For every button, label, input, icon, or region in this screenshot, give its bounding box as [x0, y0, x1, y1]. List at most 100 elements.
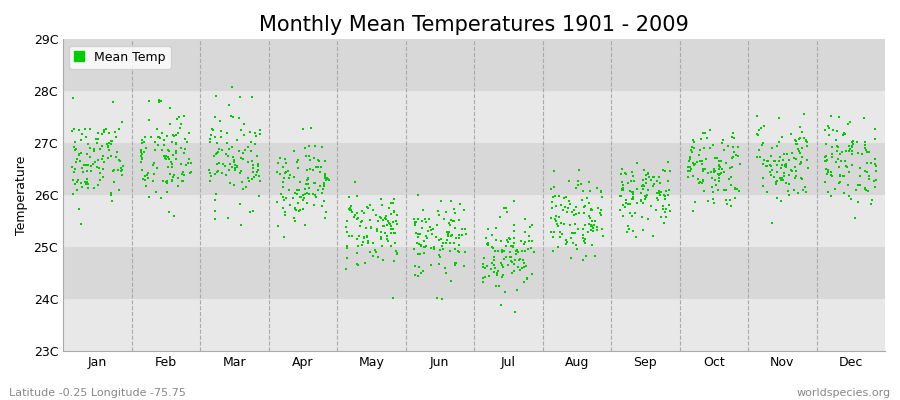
Point [228, 159, 242, 166]
Point [220, 172, 234, 178]
Point [566, 230, 580, 236]
Point [135, 156, 149, 162]
Point [320, 175, 334, 182]
Point [225, 84, 239, 90]
Point [220, 140, 234, 146]
Point [757, 157, 771, 163]
Point [822, 132, 836, 138]
Point [683, 168, 698, 174]
Point [175, 171, 189, 177]
Point [436, 240, 451, 247]
Point [789, 167, 804, 174]
Point [309, 143, 323, 149]
Point [444, 278, 458, 285]
Point [634, 190, 648, 196]
Point [839, 148, 853, 154]
Point [356, 234, 371, 240]
Point [830, 128, 844, 134]
Point [410, 191, 425, 198]
Point [507, 268, 521, 275]
Point [616, 212, 631, 219]
Point [724, 134, 739, 140]
Point [475, 278, 490, 285]
Point [626, 194, 640, 200]
Point [760, 189, 774, 195]
Point [157, 137, 171, 144]
Point [486, 269, 500, 276]
Title: Monthly Mean Temperatures 1901 - 2009: Monthly Mean Temperatures 1901 - 2009 [259, 15, 689, 35]
Point [584, 206, 598, 213]
Point [635, 182, 650, 189]
Point [227, 182, 241, 188]
Point [424, 245, 438, 252]
Point [253, 130, 267, 137]
Text: Latitude -0.25 Longitude -75.75: Latitude -0.25 Longitude -75.75 [9, 388, 186, 398]
Point [476, 255, 491, 261]
Point [446, 206, 461, 212]
Point [575, 196, 590, 203]
Point [507, 234, 521, 241]
Point [503, 258, 517, 264]
Point [498, 289, 512, 295]
Point [374, 234, 388, 240]
Point [723, 165, 737, 172]
Point [361, 238, 375, 244]
Point [787, 186, 801, 193]
Point [432, 212, 446, 218]
Point [409, 229, 423, 236]
Point [622, 225, 636, 232]
Point [113, 158, 128, 164]
Point [518, 239, 532, 245]
Point [97, 159, 112, 166]
Point [202, 166, 216, 173]
Point [78, 179, 93, 185]
Point [387, 258, 401, 264]
Point [615, 187, 629, 194]
Point [220, 130, 234, 136]
Point [174, 144, 188, 151]
Point [110, 148, 124, 155]
Point [439, 240, 454, 246]
Point [752, 126, 767, 133]
Point [571, 246, 585, 252]
Point [711, 187, 725, 194]
Point [792, 136, 806, 142]
Point [576, 232, 590, 238]
Point [382, 221, 397, 228]
Point [575, 225, 590, 232]
Point [662, 202, 676, 208]
Point [381, 238, 395, 244]
Point [697, 166, 711, 172]
Point [440, 237, 454, 244]
Point [687, 162, 701, 168]
Point [521, 246, 535, 252]
Point [138, 134, 152, 140]
Point [141, 116, 156, 123]
Point [495, 264, 509, 270]
Point [788, 164, 802, 171]
Point [713, 170, 727, 177]
Point [283, 202, 297, 208]
Point [417, 238, 431, 244]
Point [140, 183, 154, 189]
Point [232, 115, 247, 122]
Point [492, 283, 507, 289]
Point [169, 147, 184, 154]
Point [825, 150, 840, 157]
Point [693, 147, 707, 153]
Point [849, 186, 863, 193]
Point [858, 145, 872, 152]
Point [172, 114, 186, 121]
Point [153, 98, 167, 104]
Point [109, 154, 123, 160]
Point [410, 234, 425, 240]
Point [451, 232, 465, 238]
Point [233, 201, 248, 207]
Point [821, 169, 835, 175]
Point [313, 183, 328, 189]
Point [429, 234, 444, 240]
Point [544, 199, 559, 206]
Point [224, 164, 238, 170]
Point [230, 163, 245, 170]
Point [244, 139, 258, 145]
